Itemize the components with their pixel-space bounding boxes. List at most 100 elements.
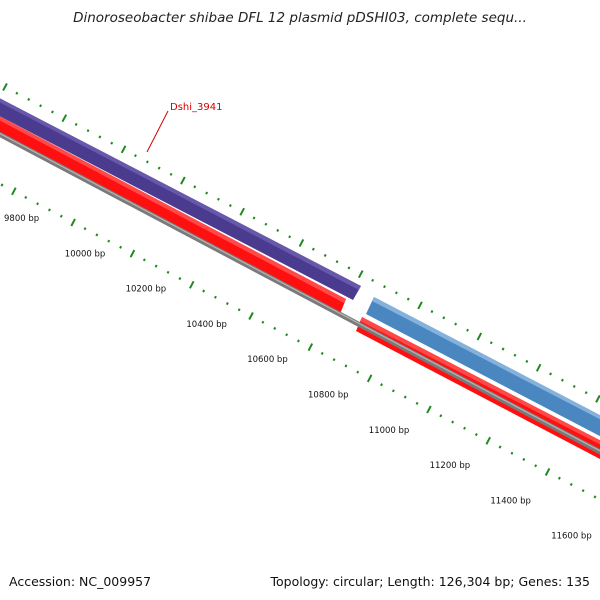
upper-track-minor-tick — [98, 135, 102, 139]
lower-track-minor-tick — [119, 245, 123, 249]
lower-track-minor-tick — [83, 227, 87, 231]
lower-track-minor-tick — [320, 351, 324, 355]
summary-text: Topology: circular; Length: 126,304 bp; … — [270, 574, 591, 589]
gene-label[interactable]: Dshi_3941 — [170, 102, 222, 113]
upper-track-minor-tick — [27, 97, 31, 101]
lower-track-minor-tick — [380, 383, 383, 387]
upper-track-minor-tick — [454, 322, 458, 326]
upper-track-minor-tick — [430, 310, 434, 314]
gene-band-blue[interactable] — [366, 297, 600, 457]
lower-track-minor-tick — [391, 389, 395, 393]
lower-track-minor-tick — [261, 320, 265, 324]
scale-label: 10000 bp — [65, 249, 106, 259]
lower-track-minor-tick — [214, 295, 217, 299]
lower-track-major-tick — [426, 405, 432, 414]
upper-track-minor-tick — [51, 110, 54, 114]
upper-track-minor-tick — [205, 191, 209, 195]
scale-label: 11200 bp — [430, 461, 471, 471]
upper-track-minor-tick — [335, 260, 339, 264]
upper-track-minor-tick — [584, 391, 588, 395]
upper-track-minor-tick — [15, 91, 19, 95]
lower-track-minor-tick — [332, 358, 336, 362]
lower-track-major-tick — [248, 312, 254, 320]
accession-text: Accession: NC_009957 — [9, 574, 152, 589]
lower-track-minor-tick — [178, 277, 182, 281]
scale-label: 10600 bp — [247, 355, 288, 365]
lower-tick-track — [0, 183, 597, 499]
upper-track-minor-tick — [323, 253, 327, 257]
upper-track-minor-tick — [193, 185, 197, 189]
lower-track-minor-tick — [273, 326, 277, 330]
lower-track-major-tick — [189, 280, 195, 289]
upper-track-minor-tick — [525, 359, 529, 363]
upper-track-minor-tick — [371, 278, 375, 282]
upper-track-minor-tick — [347, 266, 351, 270]
upper-track-minor-tick — [134, 154, 137, 158]
upper-track-minor-tick — [311, 247, 315, 251]
upper-track-major-tick — [180, 176, 186, 185]
upper-track-minor-tick — [264, 222, 268, 226]
upper-track-minor-tick — [288, 235, 292, 239]
upper-track-minor-tick — [572, 384, 576, 388]
lower-track-minor-tick — [593, 495, 597, 499]
lower-track-minor-tick — [48, 208, 51, 212]
lower-track-minor-tick — [522, 457, 526, 461]
lower-track-minor-tick — [95, 233, 99, 237]
upper-track-minor-tick — [513, 353, 517, 357]
lower-track-minor-tick — [498, 445, 502, 449]
upper-track-minor-tick — [442, 316, 446, 320]
lower-track-minor-tick — [463, 426, 466, 430]
lower-track-minor-tick — [415, 401, 419, 405]
backbone-line-highlight — [0, 132, 600, 452]
upper-track-minor-tick — [86, 129, 90, 133]
upper-track-major-tick — [476, 332, 483, 341]
gene-band-purple-highlight — [0, 98, 361, 290]
lower-track-minor-tick — [24, 195, 28, 199]
upper-track-minor-tick — [383, 285, 386, 289]
upper-track-major-tick — [417, 301, 423, 310]
upper-track-minor-tick — [489, 341, 493, 345]
upper-track-minor-tick — [169, 172, 173, 176]
lower-track-minor-tick — [225, 302, 229, 306]
lower-track-major-tick — [366, 374, 373, 383]
lower-track-minor-tick — [344, 364, 348, 368]
lower-track-minor-tick — [474, 433, 478, 437]
upper-track-minor-tick — [110, 141, 114, 145]
cds-band-red-right-highlight — [360, 317, 600, 445]
scale-labels: 9800 bp 10000 bp 10200 bp 10400 bp 10600 bp 1… — [4, 214, 592, 542]
gene-band-blue-highlight — [372, 297, 600, 420]
lower-track-minor-tick — [237, 308, 241, 312]
lower-track-major-tick — [307, 343, 314, 352]
lower-track-major-tick — [11, 187, 17, 196]
lower-track-major-tick — [485, 436, 491, 445]
upper-track-minor-tick — [74, 122, 78, 126]
lower-track-minor-tick — [297, 339, 300, 343]
lower-track-minor-tick — [202, 289, 206, 293]
lower-track-minor-tick — [534, 464, 538, 468]
lower-track-minor-tick — [557, 476, 561, 480]
upper-track-minor-tick — [276, 228, 280, 232]
scale-label: 10800 bp — [308, 391, 349, 401]
upper-track-major-tick — [595, 394, 600, 403]
cds-band-red-left-highlight — [0, 116, 346, 303]
backbone-line — [0, 131, 600, 455]
scale-label: 10400 bp — [186, 320, 227, 330]
lower-track-minor-tick — [107, 239, 111, 243]
upper-track-major-tick — [61, 114, 68, 123]
lower-track-major-tick — [544, 467, 551, 476]
upper-track-minor-tick — [501, 347, 505, 351]
lower-track-minor-tick — [36, 202, 39, 206]
upper-track-minor-tick — [217, 197, 220, 201]
lower-track-minor-tick — [285, 333, 289, 337]
upper-track-minor-tick — [466, 328, 469, 332]
upper-track-minor-tick — [39, 104, 42, 108]
upper-track-major-tick — [358, 270, 364, 279]
lower-track-minor-tick — [59, 214, 63, 218]
upper-track-minor-tick — [549, 372, 552, 376]
lower-track-minor-tick — [439, 414, 443, 418]
upper-track-major-tick — [535, 363, 542, 372]
lower-track-major-tick — [70, 218, 76, 227]
lower-track-minor-tick — [510, 451, 514, 455]
lower-track-minor-tick — [0, 183, 4, 187]
